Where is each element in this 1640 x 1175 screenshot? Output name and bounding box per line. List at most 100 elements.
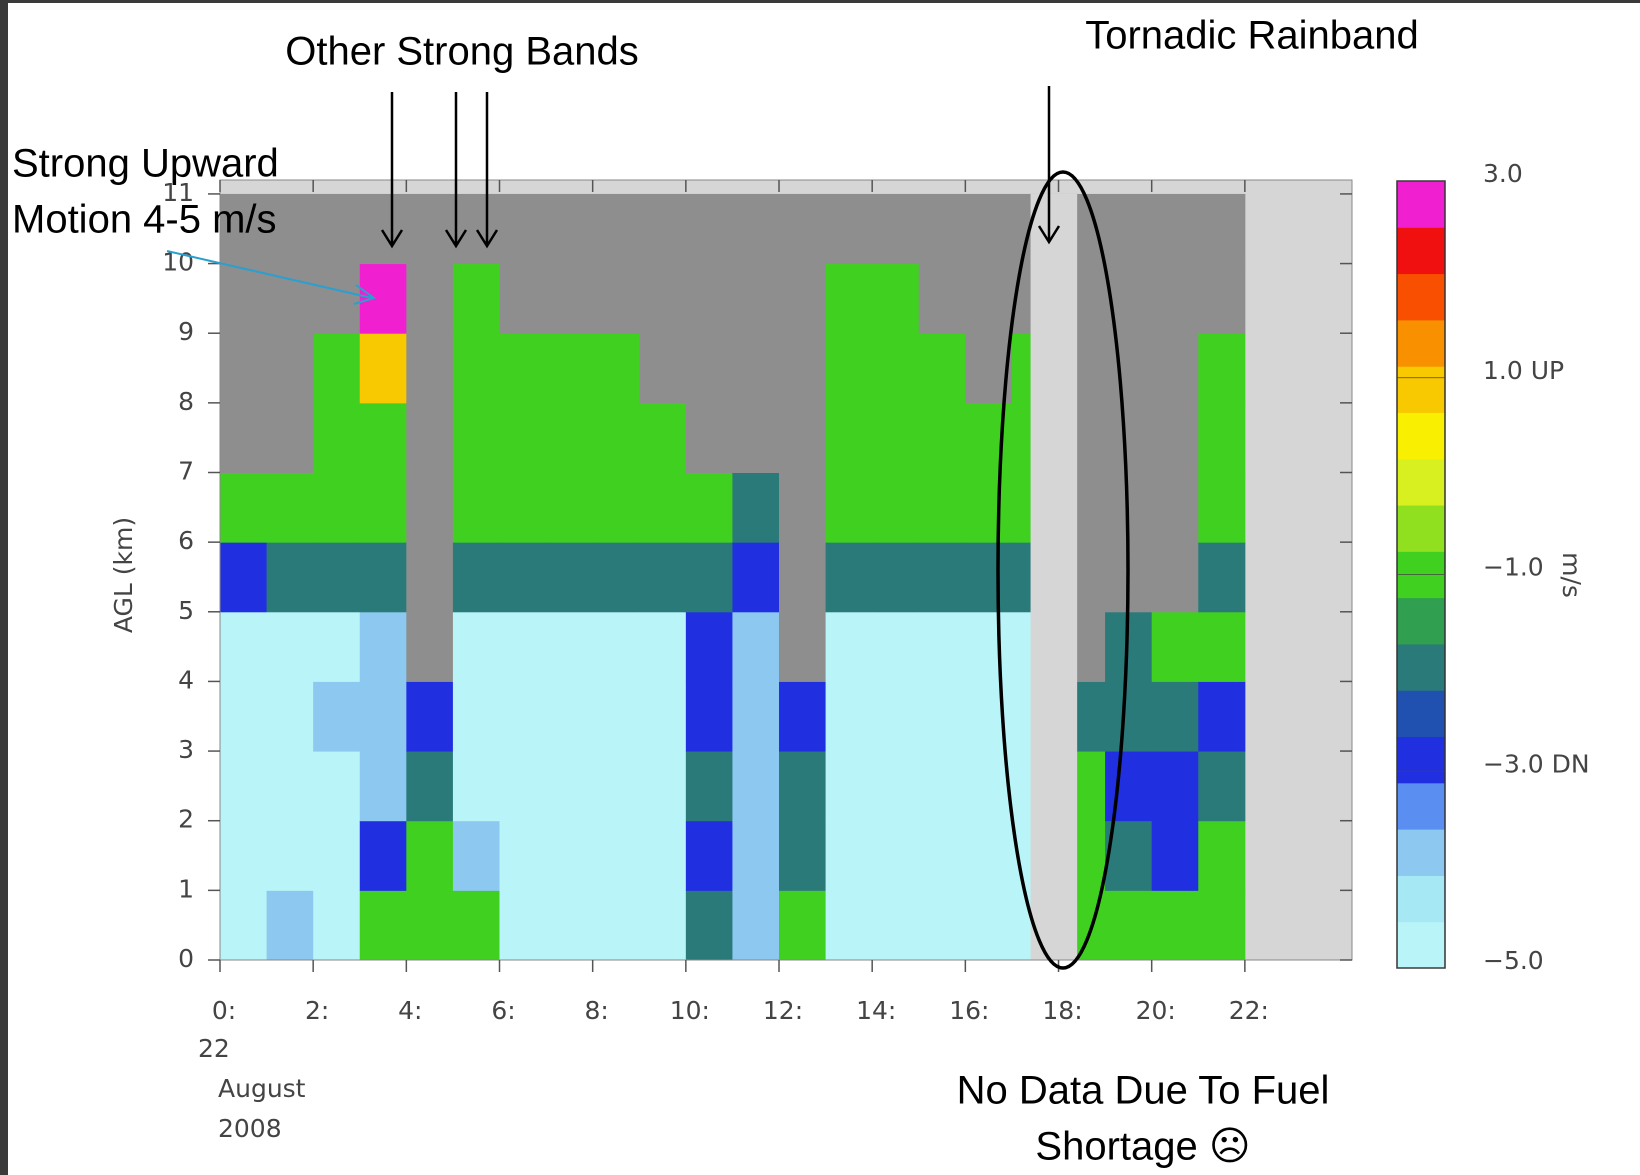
x-tick-label: 20: (1136, 996, 1176, 1025)
colorbar-band (1397, 875, 1445, 923)
cell (266, 681, 314, 752)
cell (872, 681, 920, 752)
cell (406, 751, 454, 822)
cell (639, 611, 687, 682)
cell (359, 193, 407, 265)
colorbar-tick-label: 3.0 (1483, 159, 1523, 188)
cell (1198, 751, 1246, 822)
cell (918, 472, 966, 543)
x-tick-label: 8: (585, 996, 609, 1025)
cell (452, 890, 501, 961)
colorbar-band (1397, 829, 1445, 876)
colorbar-band (1397, 412, 1445, 460)
x-tick-label: 10: (670, 996, 710, 1025)
cell (406, 193, 454, 265)
cell (406, 333, 454, 404)
cell (918, 263, 966, 334)
cell (266, 333, 314, 404)
cell (779, 751, 827, 822)
cell (266, 820, 314, 891)
y-tick-label: 8 (178, 387, 194, 416)
cell (406, 542, 454, 613)
cell (313, 820, 361, 891)
cell (1151, 542, 1199, 613)
colorbar-band (1397, 597, 1445, 645)
cell (546, 263, 594, 334)
cell (1198, 890, 1246, 961)
cell (1198, 402, 1246, 473)
colorbar-band (1397, 227, 1445, 275)
cell (592, 402, 640, 473)
cell (732, 542, 780, 613)
cell (872, 820, 920, 891)
colorbar-band (1397, 782, 1445, 830)
cell (1198, 472, 1246, 543)
cell (220, 611, 268, 682)
cell (546, 751, 594, 822)
date-label: August (218, 1074, 306, 1103)
cell (452, 820, 501, 891)
cell (546, 611, 594, 682)
cell (313, 751, 361, 822)
cell (592, 472, 640, 543)
cell (872, 263, 920, 334)
cell (732, 820, 780, 891)
cell (685, 751, 733, 822)
cell (639, 472, 687, 543)
cell (918, 890, 966, 961)
cell (452, 402, 501, 473)
cell (779, 402, 827, 473)
cell (546, 472, 594, 543)
cell (825, 333, 873, 404)
cell (1151, 263, 1199, 334)
cell (779, 681, 827, 752)
cell (685, 820, 733, 891)
cell (872, 542, 920, 613)
y-tick-label: 6 (178, 526, 194, 555)
cell (685, 402, 733, 473)
colorbar-band (1397, 921, 1445, 969)
cell (266, 751, 314, 822)
x-tick-label: 0: (212, 996, 236, 1025)
annotation: Other Strong Bands (285, 30, 639, 74)
colorbar-band (1397, 643, 1445, 691)
cell (359, 402, 407, 473)
cell (313, 263, 361, 334)
cell (452, 263, 501, 334)
x-tick-label: 22: (1229, 996, 1269, 1025)
x-tick-label: 4: (398, 996, 422, 1025)
cell (639, 263, 687, 334)
arrow (475, 92, 499, 249)
cell (1151, 472, 1199, 543)
annotation: Strong Upward (12, 142, 279, 186)
cell (592, 542, 640, 613)
arrow (444, 92, 468, 249)
cell (452, 751, 501, 822)
cell (359, 472, 407, 543)
cell (546, 402, 594, 473)
arrow (166, 250, 377, 305)
cell (220, 681, 268, 752)
cell (918, 751, 966, 822)
cell (918, 402, 966, 473)
cell (825, 263, 873, 334)
cell (546, 681, 594, 752)
cell (779, 193, 827, 265)
cell (359, 751, 407, 822)
cell (732, 193, 780, 265)
cell (825, 681, 873, 752)
y-tick-label: 9 (178, 317, 194, 346)
cell (779, 820, 827, 891)
slide-edge (0, 0, 8, 1175)
cell (592, 681, 640, 752)
cell (406, 681, 454, 752)
arrow (1037, 86, 1061, 245)
cell (965, 263, 1013, 334)
cell (313, 472, 361, 543)
cell (1198, 820, 1246, 891)
cell (406, 611, 454, 682)
plot: 0 1 2 3 4 5 6 7 8 9 10 11 0: 2: 4: 6: 8: 10: 12: 14: 16: 18: 2… (162, 159, 1589, 1025)
cell (872, 193, 920, 265)
colorbar-band (1397, 366, 1445, 413)
